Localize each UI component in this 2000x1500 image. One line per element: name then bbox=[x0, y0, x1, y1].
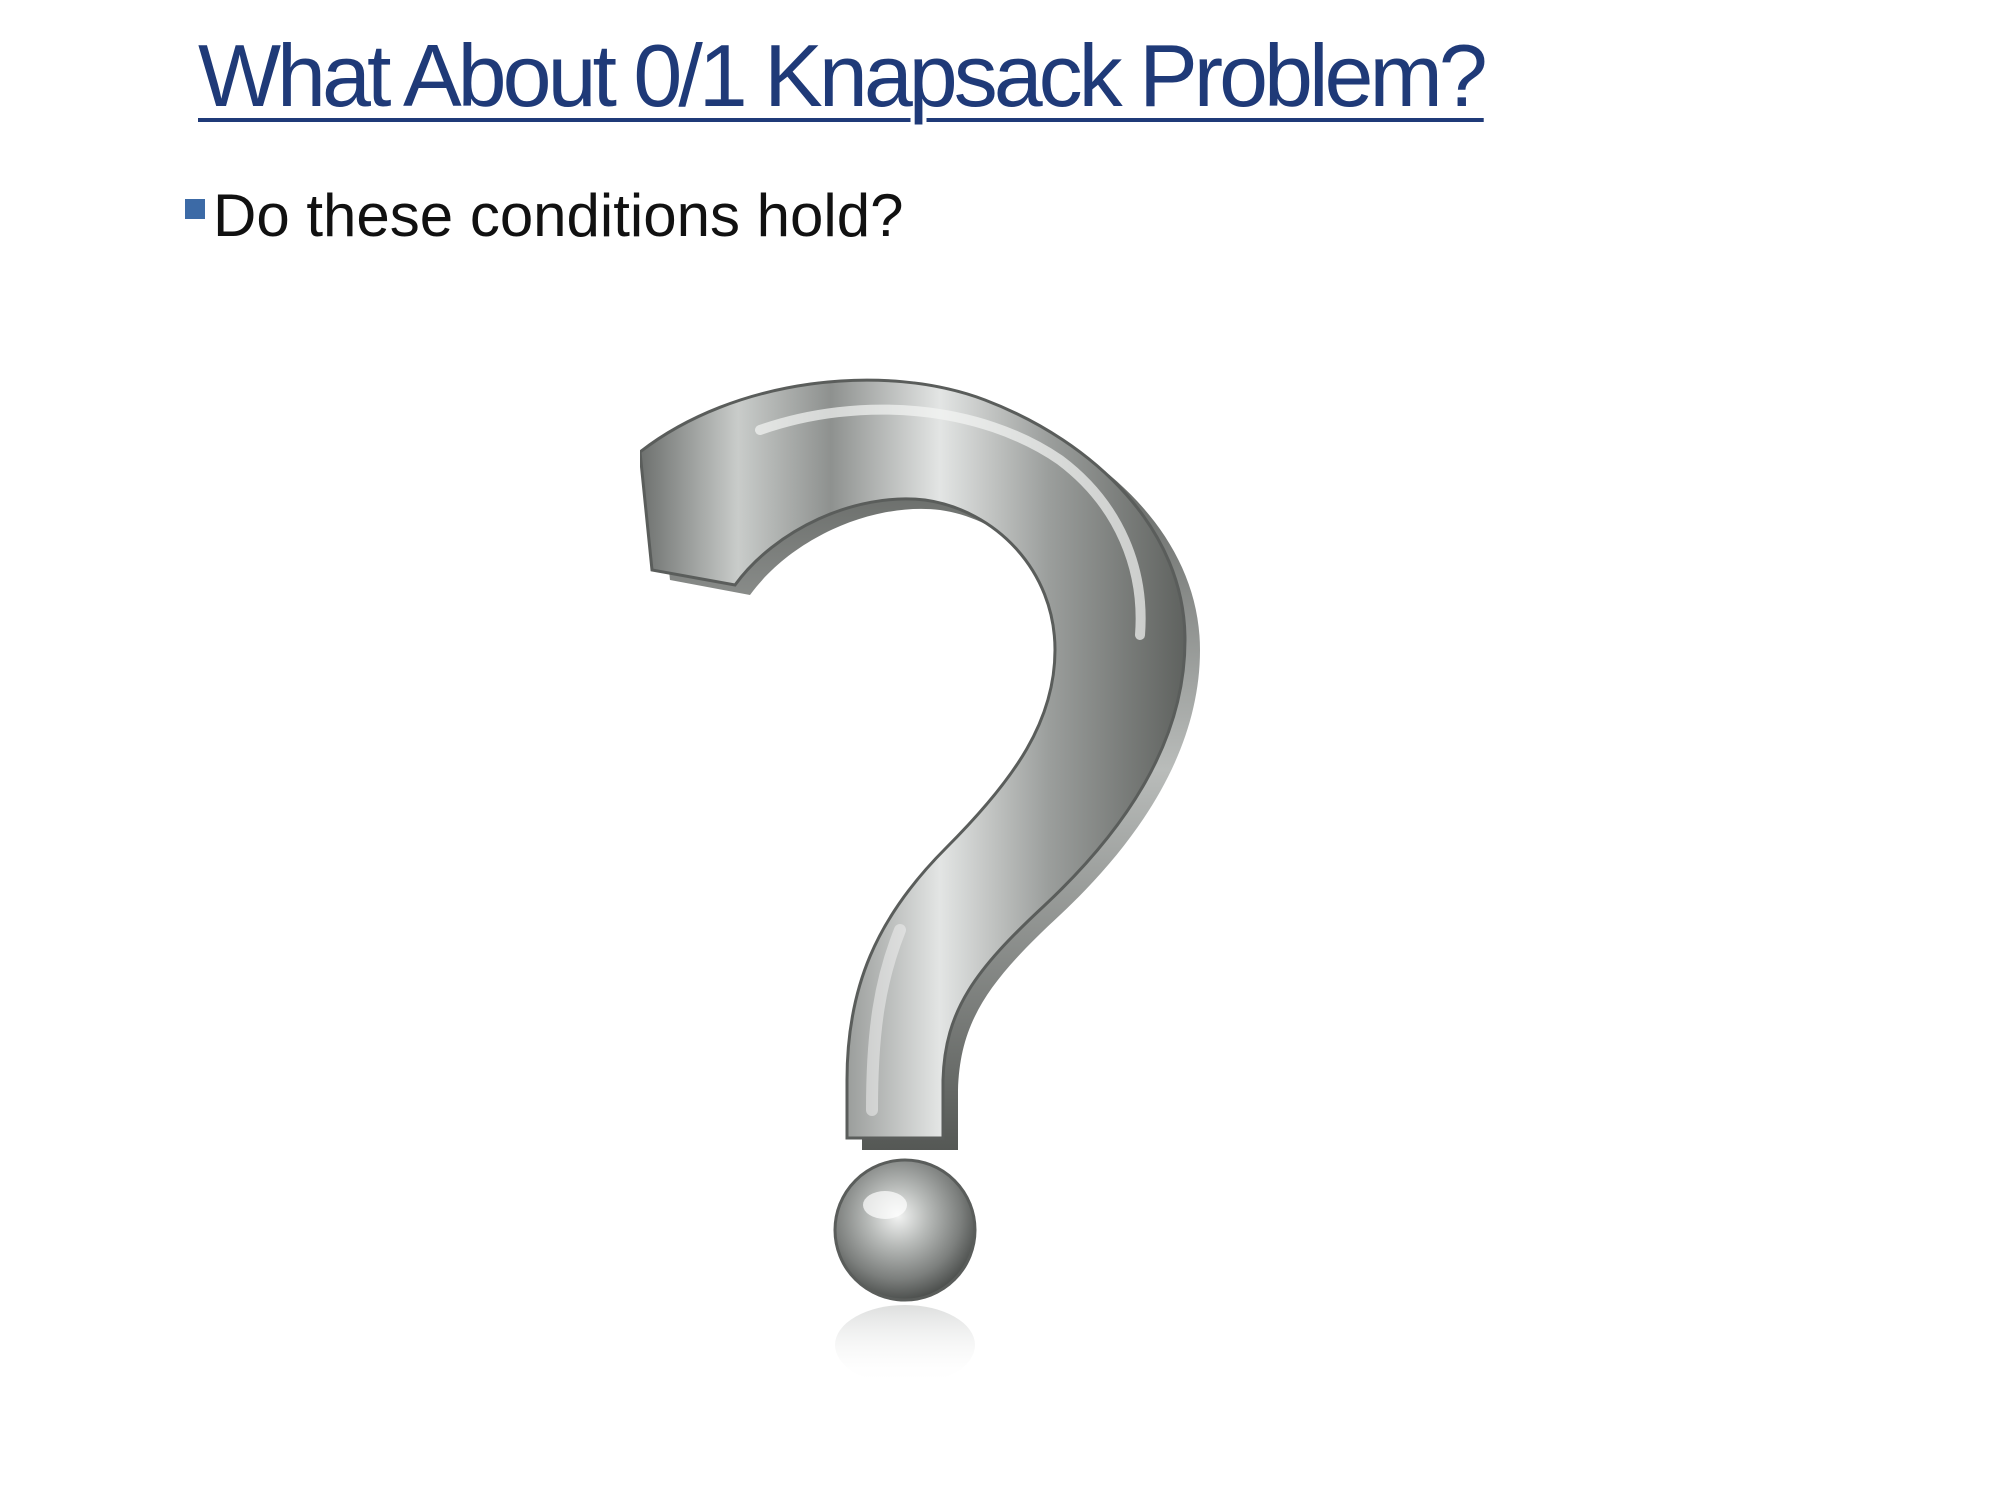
slide-title: What About 0/1 Knapsack Problem? bbox=[198, 26, 1488, 125]
question-mark-body bbox=[640, 378, 1187, 1140]
question-mark-highlight bbox=[755, 404, 1146, 640]
question-mark-dot bbox=[833, 1158, 977, 1302]
bullet-text: Do these conditions hold? bbox=[213, 182, 904, 249]
bullet-square-icon bbox=[185, 199, 205, 219]
bullet-item: Do these conditions hold? bbox=[185, 186, 903, 246]
question-mark-reflection bbox=[835, 1305, 975, 1385]
question-mark-icon bbox=[640, 378, 1200, 1385]
